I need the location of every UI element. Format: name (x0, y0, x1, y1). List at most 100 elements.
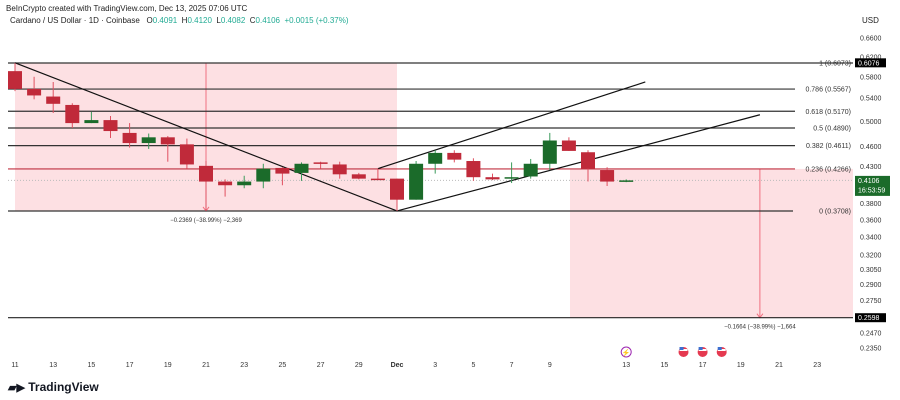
time-tick-label: 23 (240, 362, 248, 369)
flag-canton (679, 347, 684, 350)
candle-body (485, 177, 500, 180)
time-tick-label: 19 (737, 362, 745, 369)
flag-canton (698, 347, 703, 350)
candle-body (46, 96, 61, 104)
candle-body (103, 120, 118, 132)
candle-body (199, 165, 213, 182)
price-tick-label: 0.6600 (860, 36, 882, 43)
time-tick-label: 21 (775, 362, 783, 369)
candle-body (8, 71, 22, 89)
candle-body (122, 132, 137, 144)
candle-body (27, 88, 42, 96)
fib-level-label: 0.786 (0.5567) (805, 87, 851, 94)
fib-level-label: 0.382 (0.4611) (806, 143, 851, 150)
price-tick-label: 0.4300 (860, 164, 882, 171)
measure-zone (570, 168, 853, 318)
candle-body (179, 144, 194, 165)
symbol-name: Cardano / US Dollar · 1D · Coinbase (10, 16, 140, 25)
fib-level-label: 0 (0.3708) (819, 208, 851, 215)
price-tag-value: 0.2598 (858, 315, 880, 322)
candle-body (409, 163, 424, 200)
candle-body (332, 164, 347, 175)
countdown-timer: 16:53:59 (858, 187, 885, 194)
candle-body (84, 120, 99, 124)
time-tick-label: 19 (164, 362, 172, 369)
candle-body (370, 178, 385, 181)
currency-label: USD (862, 16, 879, 25)
measure-label: −0.1664 (−38.99%) −1,664 (724, 325, 796, 331)
candle-body (542, 140, 557, 164)
price-tick-label: 0.3200 (860, 253, 882, 260)
flag-canton (717, 347, 722, 350)
price-tag (855, 175, 890, 196)
lightning-glyph: ⚡ (622, 348, 631, 357)
candle-body (294, 163, 309, 173)
candle-body (313, 162, 328, 164)
candle-body (428, 152, 443, 164)
fib-level-label: 0.236 (0.4266) (805, 166, 851, 173)
time-tick-label: 5 (471, 362, 475, 369)
candle-body (65, 104, 80, 124)
time-tick-label: 7 (510, 362, 514, 369)
measure-label: −0.2369 (−38.99%) −2,369 (170, 218, 242, 224)
price-tick-label: 0.5000 (860, 119, 882, 126)
credit-text: BeInCrypto created with TradingView.com,… (6, 4, 248, 13)
price-tick-label: 0.2470 (860, 330, 882, 337)
price-tick-label: 0.2750 (860, 298, 882, 305)
time-tick-label: 27 (317, 362, 325, 369)
candle-body (275, 167, 290, 174)
price-tick-label: 0.2350 (860, 345, 882, 352)
fib-level-label: 0.5 (0.4890) (813, 125, 851, 132)
time-tick-label: 3 (433, 362, 437, 369)
price-tag-value: 0.6076 (858, 60, 880, 67)
time-tick-label: 15 (661, 362, 669, 369)
price-tick-label: 0.5400 (860, 96, 882, 103)
candle-body (141, 137, 156, 144)
time-tick-label: 17 (126, 362, 134, 369)
price-axis (855, 28, 900, 400)
candle-body (600, 170, 615, 182)
tradingview-logo: ▰▶ TradingView (8, 380, 99, 394)
time-tick-label: 15 (88, 362, 96, 369)
candle-body (504, 177, 519, 179)
price-tick-label: 0.2900 (860, 282, 882, 289)
time-tick-label: 13 (622, 362, 630, 369)
time-tick-label: 23 (813, 362, 821, 369)
price-tag-value: 0.4106 (858, 178, 880, 185)
candle-body (619, 180, 634, 182)
candle-body (390, 178, 404, 200)
time-tick-label: 21 (202, 362, 210, 369)
time-tick-label: 9 (548, 362, 552, 369)
candle-body (523, 163, 538, 177)
time-tick-label: 13 (49, 362, 57, 369)
candle-body (581, 152, 595, 169)
lightning-icon (620, 346, 632, 358)
change-value: +0.0015 (+0.37%) (284, 16, 349, 25)
price-tick-label: 0.5800 (860, 74, 882, 81)
fib-level-label: 0.618 (0.5170) (805, 109, 851, 116)
trendline-channel-upper (377, 81, 646, 170)
candle-body (256, 168, 271, 182)
time-tick-label: 29 (355, 362, 363, 369)
low-value: 0.4082 (220, 16, 246, 25)
trendline-downtrend (14, 62, 398, 212)
price-tag (855, 58, 886, 68)
close-value: 0.4106 (255, 16, 280, 25)
candle-body (237, 181, 252, 186)
candle-body (351, 174, 366, 179)
open-value: 0.4091 (152, 16, 178, 25)
price-tick-label: 0.3050 (860, 267, 882, 274)
price-tick-label: 0.3600 (860, 217, 882, 224)
time-tick-label: 17 (699, 362, 707, 369)
price-tick-label: 0.3800 (860, 201, 882, 208)
trendline-channel-lower (396, 114, 761, 212)
candle-body (160, 137, 175, 145)
price-tick-label: 0.4600 (860, 144, 882, 151)
price-tick-label: 0.3400 (860, 234, 882, 241)
time-tick-label: 11 (11, 362, 18, 369)
candle-body (466, 161, 481, 178)
fib-level-label: 1 (0.6073) (819, 60, 851, 67)
time-tick-label: 25 (279, 362, 287, 369)
time-tick-label: Dec (391, 362, 404, 369)
